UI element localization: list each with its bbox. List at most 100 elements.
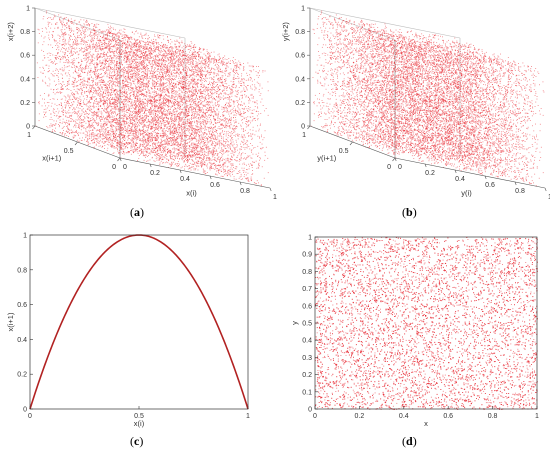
- a-point: [184, 119, 186, 120]
- a-point: [172, 112, 174, 114]
- a-point: [60, 86, 62, 88]
- a-point: [109, 137, 111, 139]
- a-point: [110, 77, 112, 78]
- a-point: [143, 88, 144, 90]
- a-point: [150, 71, 152, 72]
- a-point: [133, 52, 135, 54]
- a-point: [186, 157, 188, 158]
- a-point: [152, 41, 154, 42]
- a-point: [203, 163, 205, 165]
- a-point: [234, 95, 236, 97]
- a-point: [54, 73, 56, 74]
- a-point: [236, 65, 238, 67]
- chart-a-3d-scatter: 00.20.40.60.81x(i)00.51x(i+1)00.20.40.60…: [6, 6, 277, 202]
- a-point: [91, 60, 93, 62]
- a-point: [189, 155, 190, 157]
- a-point: [233, 102, 235, 103]
- a-point: [187, 49, 189, 50]
- a-point: [195, 108, 197, 110]
- a-point: [102, 133, 103, 135]
- a-point: [218, 111, 220, 113]
- a-point: [201, 116, 203, 118]
- a-point: [96, 98, 97, 99]
- a-point: [168, 101, 170, 103]
- a-point: [225, 118, 227, 120]
- a-point: [217, 117, 219, 119]
- a-point: [104, 37, 106, 39]
- a-point: [99, 134, 101, 136]
- a-point: [126, 136, 128, 138]
- a-point: [175, 55, 177, 57]
- a-point: [145, 142, 146, 144]
- a-point: [146, 138, 148, 140]
- a-point: [83, 54, 85, 56]
- a-point: [95, 122, 97, 124]
- a-point: [221, 119, 223, 121]
- a-point: [92, 130, 94, 131]
- a-point: [102, 93, 104, 95]
- a-point: [130, 145, 132, 147]
- a-point: [231, 156, 233, 158]
- a-point: [86, 50, 88, 51]
- a-point: [107, 111, 109, 113]
- a-point: [136, 52, 138, 53]
- a-point: [127, 117, 129, 119]
- a-point: [129, 45, 131, 47]
- a-point: [165, 61, 167, 62]
- a-point: [200, 124, 202, 126]
- a-point: [229, 139, 231, 141]
- a-point: [198, 119, 200, 121]
- a-point: [118, 55, 119, 57]
- a-point: [106, 99, 108, 101]
- a-point: [150, 66, 152, 68]
- a-point: [52, 54, 54, 56]
- a-point: [68, 136, 69, 137]
- a-point: [181, 133, 183, 135]
- a-point: [73, 51, 75, 52]
- a-point: [140, 84, 142, 86]
- a-point: [164, 115, 166, 117]
- a-point: [119, 77, 121, 79]
- a-point: [48, 17, 50, 18]
- a-point: [101, 138, 103, 140]
- a-point: [122, 102, 124, 104]
- a-point: [106, 118, 107, 120]
- a-point: [126, 79, 127, 81]
- a-point: [193, 107, 195, 108]
- a-point: [116, 102, 118, 104]
- a-point: [89, 79, 90, 81]
- a-point: [250, 70, 252, 72]
- a-point: [85, 113, 87, 115]
- a-point: [131, 77, 133, 79]
- a-point: [214, 165, 216, 166]
- a-point: [116, 48, 118, 50]
- a-point: [142, 139, 144, 141]
- a-point: [159, 120, 161, 122]
- a-point: [106, 115, 108, 117]
- a-point: [154, 83, 156, 84]
- a-point: [229, 72, 231, 74]
- a-point: [211, 159, 213, 161]
- a-point: [71, 47, 73, 49]
- a-point: [67, 72, 69, 74]
- a-point: [141, 101, 143, 103]
- a-point: [199, 107, 201, 109]
- a-point: [154, 63, 156, 65]
- a-point: [238, 153, 240, 155]
- a-point: [220, 123, 222, 125]
- a-point: [151, 135, 152, 136]
- a-point: [142, 67, 144, 69]
- a-point: [154, 107, 156, 109]
- a-point: [100, 106, 102, 107]
- a-point: [147, 136, 149, 138]
- a-point: [185, 116, 187, 118]
- a-point: [236, 67, 238, 68]
- a-point: [117, 82, 119, 84]
- a-point: [66, 102, 68, 103]
- a-point: [167, 68, 169, 70]
- a-point: [131, 87, 133, 89]
- a-point: [235, 68, 237, 70]
- a-point: [204, 78, 206, 80]
- a-point: [212, 147, 214, 149]
- a-point: [179, 118, 181, 119]
